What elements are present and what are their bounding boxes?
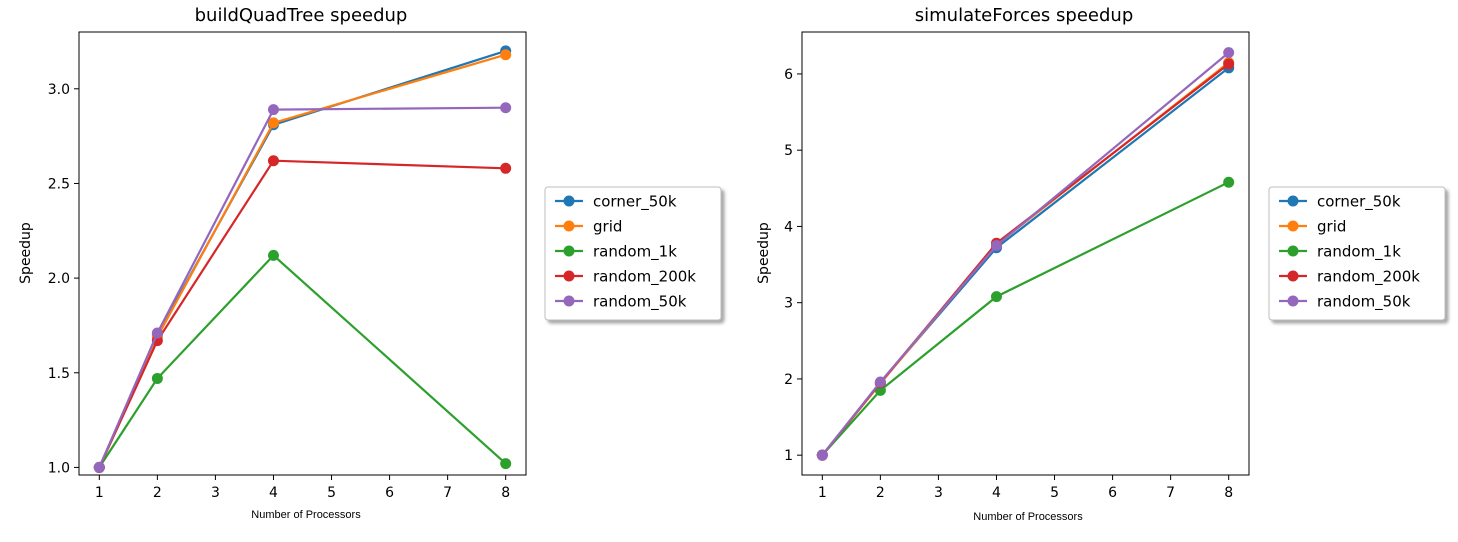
series-line-corner-50k [821,66,1230,456]
data-point-random-1k [500,458,512,470]
legend-marker [563,220,575,232]
data-point-random-50k [267,104,279,116]
chart-title: simulateForces speedup [915,5,1134,26]
series-line-random-200k [821,63,1230,456]
y-axis-label: Speedup [18,222,34,284]
build-quadtree-chart: buildQuadTree speedup 1 2 3 4 5 6 7 8 1.0 1.5 2.0 2… [18,5,722,521]
chart-title: buildQuadTree speedup [195,5,408,26]
x-tick-label: 6 [385,485,394,501]
y-tick-label: 1.0 [48,460,70,476]
legend-label: random_1k [1317,243,1401,262]
x-tick-label: 2 [153,485,162,501]
y-tick-label: 3 [784,296,793,312]
x-axis-label: Number of Processors [973,511,1083,523]
x-tick-label: 4 [269,485,278,501]
plot-frame [78,31,527,476]
series-line-random-50k [98,106,506,468]
y-tick-label: 2.5 [48,176,70,192]
legend-label: corner_50k [593,193,677,212]
legend-label: random_50k [1317,293,1411,312]
legend-marker [1287,295,1299,307]
legend-marker [563,295,575,307]
y-tick-label: 2.0 [48,271,70,287]
data-point-random-1k [990,291,1002,303]
x-tick-label: 1 [95,485,104,501]
x-tick-label: 4 [992,485,1001,501]
legend-label: random_200k [1317,268,1420,287]
legend-label: random_200k [593,268,696,287]
data-point-grid [267,117,279,129]
legend-label: corner_50k [1317,193,1401,212]
legend-marker [563,270,575,282]
data-point-random-1k [267,249,279,261]
x-axis-label: Number of Processors [251,509,361,521]
x-tick-label: 1 [818,485,827,501]
data-point-random-1k [1223,176,1235,188]
y-tick-label: 6 [784,67,793,83]
x-tick-label: 5 [327,485,336,501]
y-tick-label: 1 [784,448,793,464]
legend-marker [1287,220,1299,232]
x-tick-label: 7 [1166,485,1175,501]
y-tick-label: 3.0 [48,82,70,98]
legend-marker [1287,195,1299,207]
x-tick-label: 8 [1224,485,1233,501]
data-point-random-50k [1223,47,1235,59]
legend-marker [1287,245,1299,257]
legend-label: random_50k [593,293,687,312]
y-tick-label: 2 [784,372,793,388]
series-line-random-1k [821,181,1230,456]
x-tick-label: 6 [1108,485,1117,501]
data-point-random-50k [874,376,886,388]
y-tick-label: 1.5 [48,366,70,382]
series-line-random-50k [821,51,1230,456]
series-line-random-200k [98,159,506,468]
x-tick-label: 3 [934,485,943,501]
y-axis-label: Speedup [756,222,772,284]
data-point-random-1k [151,372,163,384]
legend-marker [1287,270,1299,282]
data-point-random-200k [500,162,512,174]
x-tick-label: 7 [443,485,452,501]
legend-label: random_1k [593,243,677,262]
data-point-random-200k [1223,58,1235,70]
data-point-random-50k [816,449,828,461]
data-point-random-50k [500,102,512,114]
legend-box [1268,186,1446,321]
x-tick-label: 3 [211,485,220,501]
y-tick-label: 5 [784,143,793,159]
y-tick-label: 4 [784,219,793,235]
legend-marker [563,195,575,207]
data-point-grid [500,49,512,61]
x-tick-label: 2 [876,485,885,501]
legend-label: grid [593,218,622,236]
legend-label: grid [1317,218,1346,236]
data-point-random-50k [151,327,163,339]
data-point-random-50k [990,239,1002,251]
data-point-random-50k [93,461,105,473]
legend-marker [563,245,575,257]
series-line-random-1k [98,253,507,469]
data-point-random-200k [267,155,279,167]
simulate-forces-chart: simulateForces speedup 1 2 3 4 5 6 7 8 1 2 3 4 5 6 Sp… [756,5,1446,523]
plot-frame [801,31,1250,476]
x-tick-label: 8 [501,485,510,501]
legend-box [544,186,722,321]
x-tick-label: 5 [1050,485,1059,501]
series-line-grid [821,61,1230,456]
